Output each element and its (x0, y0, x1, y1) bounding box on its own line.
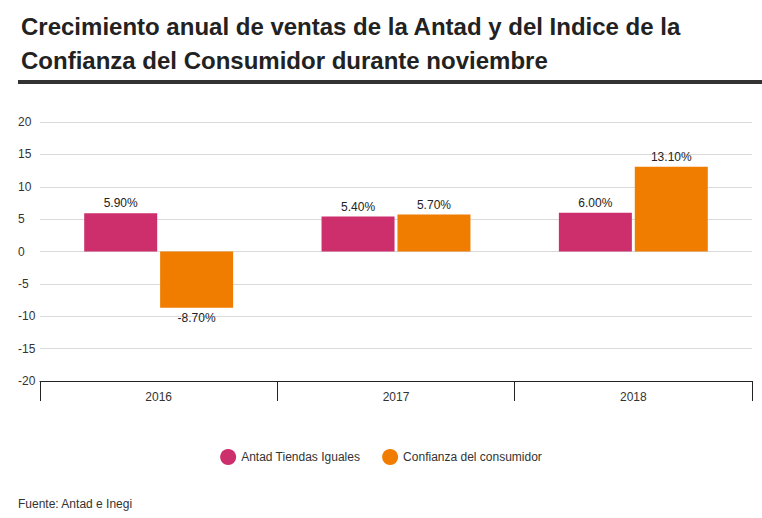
svg-text:5: 5 (18, 212, 25, 226)
svg-text:Crecimiento anual de ventas de: Crecimiento anual de ventas de la Antad … (21, 13, 687, 40)
svg-text:5.70%: 5.70% (417, 198, 451, 212)
svg-text:-8.70%: -8.70% (178, 311, 216, 325)
svg-text:-15: -15 (18, 342, 36, 356)
svg-text:Antad Tiendas Iguales: Antad Tiendas Iguales (241, 450, 360, 464)
svg-text:-10: -10 (18, 309, 36, 323)
svg-text:2017: 2017 (383, 390, 410, 404)
svg-text:5.90%: 5.90% (104, 196, 138, 210)
svg-text:2018: 2018 (620, 390, 647, 404)
svg-text:15: 15 (18, 147, 32, 161)
svg-text:Confianza del Consumidor duran: Confianza del Consumidor durante noviemb… (21, 47, 548, 74)
svg-text:6.00%: 6.00% (578, 196, 612, 210)
svg-text:20: 20 (18, 115, 32, 129)
svg-text:0: 0 (18, 245, 25, 259)
svg-text:-20: -20 (18, 374, 36, 388)
svg-text:-5: -5 (18, 277, 29, 291)
svg-text:13.10%: 13.10% (651, 150, 692, 164)
svg-text:2016: 2016 (145, 390, 172, 404)
svg-text:5.40%: 5.40% (341, 200, 375, 214)
svg-text:Confianza del consumidor: Confianza del consumidor (403, 450, 542, 464)
svg-text:Fuente: Antad e Inegi: Fuente: Antad e Inegi (18, 497, 132, 511)
svg-text:10: 10 (18, 180, 32, 194)
